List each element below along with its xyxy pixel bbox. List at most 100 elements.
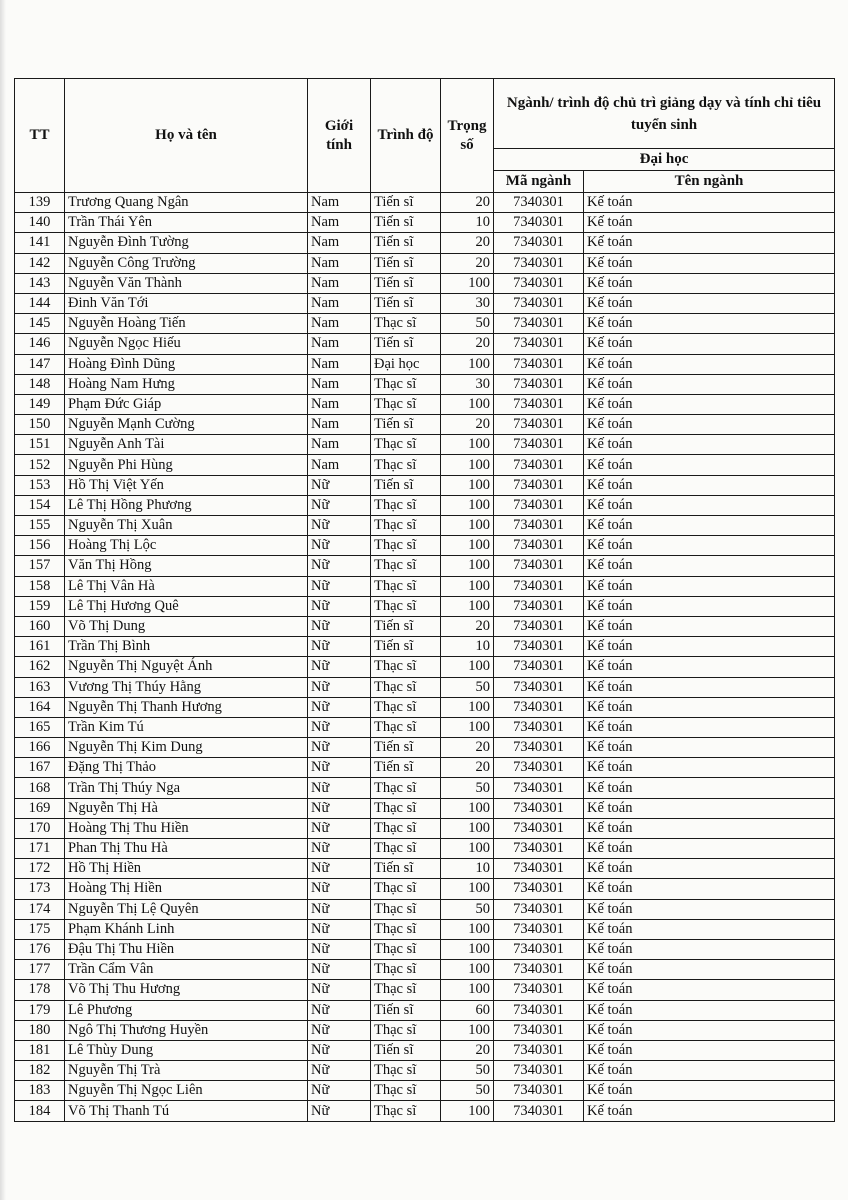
cell-level: Thạc sĩ [370,797,441,819]
cell-name: Trương Quang Ngân [64,191,308,214]
table-row: 181 Lê Thùy Dung Nữ Tiến sĩ 20 7340301 Kế toán [14,1039,836,1062]
cell-weight: 50 [440,313,494,335]
header-group: Ngành/ trình độ chủ trì giảng dạy và tín… [492,78,836,149]
cell-gender: Nữ [307,938,371,961]
cell-code: 7340301 [493,938,584,961]
cell-major: Kế toán [582,555,836,577]
cell-name: Văn Thị Hồng [64,555,308,577]
cell-tt: 177 [14,959,65,981]
cell-level: Đại học [370,353,441,375]
cell-code: 7340301 [493,878,584,900]
cell-name: Trần Thái Yên [64,212,308,234]
cell-weight: 60 [440,999,494,1021]
cell-level: Thạc sĩ [370,938,441,961]
cell-major: Kế toán [582,454,836,476]
cell-name: Hoàng Thị Lộc [64,535,308,557]
cell-gender: Nam [307,292,371,315]
cell-code: 7340301 [493,1080,584,1102]
cell-tt: 172 [14,858,65,880]
cell-gender: Nữ [307,959,371,981]
cell-major: Kế toán [582,272,836,294]
cell-name: Nguyễn Hoàng Tiến [64,313,308,335]
cell-code: 7340301 [493,595,584,617]
cell-major: Kế toán [582,676,836,698]
table-row: 143 Nguyễn Văn Thành Nam Tiến sĩ 100 7340301 K… [14,272,836,294]
staff-table: TT Họ và tên Giới tính Trình độ Trọng số… [14,78,836,1122]
cell-gender: Nữ [307,837,371,860]
cell-gender: Nữ [307,595,371,617]
cell-name: Nguyễn Thị Kim Dung [64,737,308,759]
cell-name: Ngô Thị Thương Huyền [64,1019,308,1041]
cell-major: Kế toán [582,1080,836,1102]
cell-level: Thạc sĩ [370,555,441,577]
cell-code: 7340301 [493,191,584,214]
cell-weight: 100 [440,938,494,961]
table-row: 141 Nguyễn Đình Tường Nam Tiến sĩ 20 7340301 K… [14,232,836,254]
header-gender: Giới tính [307,78,371,193]
cell-name: Hồ Thị Việt Yến [64,474,308,496]
cell-weight: 20 [440,737,494,759]
table-row: 176 Đậu Thị Thu Hiền Nữ Thạc sĩ 100 7340301 Kế… [14,938,836,961]
cell-level: Thạc sĩ [370,837,441,860]
cell-tt: 178 [14,979,65,1001]
cell-weight: 100 [440,535,494,557]
cell-tt: 142 [14,252,65,274]
cell-major: Kế toán [582,434,836,456]
cell-tt: 168 [14,777,65,799]
cell-code: 7340301 [493,252,584,274]
cell-level: Tiến sĩ [370,999,441,1021]
table-row: 153 Hồ Thị Việt Yến Nữ Tiến sĩ 100 7340301 Kế … [14,474,836,496]
cell-code: 7340301 [493,1100,584,1122]
cell-code: 7340301 [493,514,584,537]
cell-level: Thạc sĩ [370,676,441,698]
cell-level: Thạc sĩ [370,878,441,900]
cell-name: Hoàng Nam Hưng [64,373,308,395]
table-row: 145 Nguyễn Hoàng Tiến Nam Thạc sĩ 50 7340301 K… [14,313,836,335]
cell-gender: Nữ [307,696,371,718]
cell-gender: Nữ [307,514,371,537]
cell-gender: Nữ [307,555,371,577]
cell-tt: 148 [14,373,65,395]
cell-name: Nguyễn Thị Thanh Hương [64,696,308,718]
cell-level: Thạc sĩ [370,1100,441,1122]
cell-name: Trần Cẩm Vân [64,959,308,981]
cell-weight: 30 [440,292,494,315]
cell-major: Kế toán [582,292,836,315]
cell-level: Thạc sĩ [370,494,441,517]
cell-tt: 140 [14,212,65,234]
table-row: 180 Ngô Thị Thương Huyền Nữ Thạc sĩ 100 73403… [14,1019,836,1041]
cell-level: Tiến sĩ [370,757,441,779]
cell-weight: 100 [440,979,494,1001]
cell-name: Trần Thị Bình [64,636,308,658]
cell-weight: 50 [440,676,494,698]
cell-tt: 141 [14,232,65,254]
cell-tt: 176 [14,938,65,961]
cell-level: Thạc sĩ [370,514,441,537]
table-row: 173 Hoàng Thị Hiền Nữ Thạc sĩ 100 7340301 Kế t… [14,878,836,900]
cell-name: Trần Kim Tú [64,716,308,739]
cell-level: Thạc sĩ [370,393,441,416]
cell-level: Tiến sĩ [370,232,441,254]
cell-name: Hoàng Đình Dũng [64,353,308,375]
table-row: 165 Trần Kim Tú Nữ Thạc sĩ 100 7340301 Kế toán [14,716,836,739]
cell-name: Nguyễn Ngọc Hiếu [64,333,308,355]
cell-gender: Nữ [307,1080,371,1102]
cell-major: Kế toán [582,878,836,900]
cell-name: Trần Thị Thúy Nga [64,777,308,799]
cell-name: Nguyễn Thị Xuân [64,514,308,537]
table-row: 169 Nguyễn Thị Hà Nữ Thạc sĩ 100 7340301 Kế to… [14,797,836,819]
cell-level: Thạc sĩ [370,575,441,597]
cell-major: Kế toán [582,575,836,597]
cell-code: 7340301 [493,979,584,1001]
cell-level: Thạc sĩ [370,777,441,799]
cell-weight: 50 [440,1080,494,1102]
cell-tt: 173 [14,878,65,900]
cell-weight: 100 [440,656,494,678]
cell-tt: 162 [14,656,65,678]
cell-major: Kế toán [582,595,836,617]
cell-major: Kế toán [582,817,836,840]
cell-gender: Nữ [307,1019,371,1041]
cell-tt: 163 [14,676,65,698]
cell-code: 7340301 [493,999,584,1021]
cell-major: Kế toán [582,837,836,860]
